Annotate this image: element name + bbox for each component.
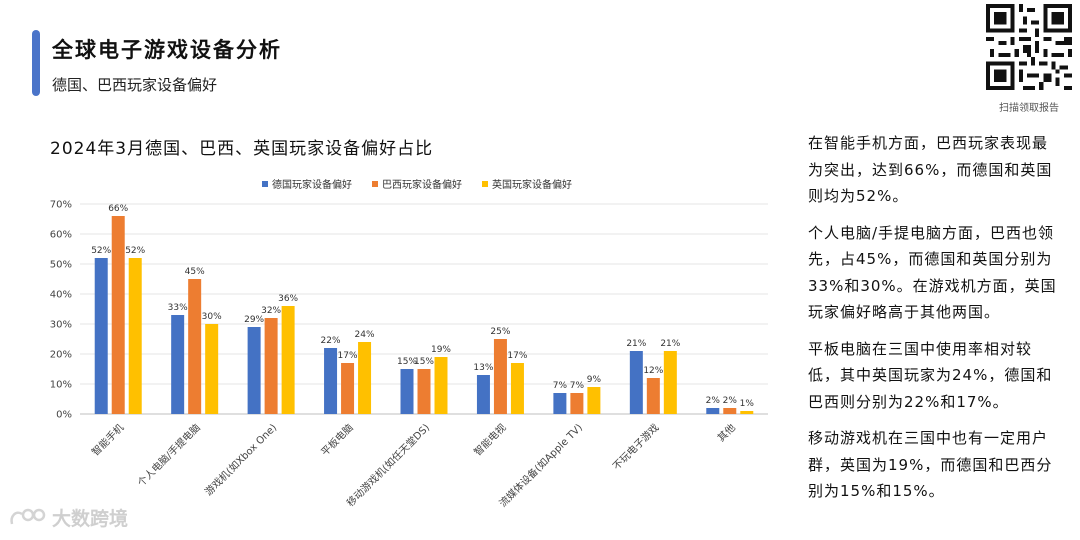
legend-item-uk: 英国玩家设备偏好: [482, 176, 572, 191]
legend-item-germany: 德国玩家设备偏好: [262, 176, 352, 191]
data-label: 17%: [507, 351, 527, 361]
bar: [358, 342, 372, 414]
bar: [400, 369, 414, 414]
data-label: 66%: [108, 204, 128, 214]
data-label: 52%: [91, 246, 111, 256]
analysis-paragraph-2: 个人电脑/手提电脑方面，巴西也领先，占45%，而德国和英国分别为33%和30%。…: [808, 223, 1057, 322]
x-tick-label: 平板电脑: [318, 421, 355, 458]
bar-chart: 0% 10% 20% 30% 40% 50% 60% 70% 52% 66% 52% 智能手机 33% 4…: [50, 200, 768, 510]
data-label: 2%: [723, 396, 738, 406]
data-label: 25%: [490, 327, 510, 337]
title-accent-bar: [32, 30, 40, 96]
legend-label-germany: 德国玩家设备偏好: [272, 180, 352, 191]
bar: [94, 258, 108, 414]
bar: [247, 327, 261, 414]
bar: [553, 393, 567, 414]
data-label: 7%: [553, 381, 568, 391]
legend-label-uk: 英国玩家设备偏好: [492, 180, 572, 191]
data-label: 9%: [587, 375, 602, 385]
y-tick-label: 70%: [50, 200, 72, 211]
bar: [740, 411, 754, 414]
chart-title: 2024年3月德国、巴西、英国玩家设备偏好占比: [50, 139, 434, 159]
bar: [570, 393, 584, 414]
y-tick-label: 10%: [50, 380, 72, 391]
y-tick-label: 60%: [50, 230, 72, 241]
x-tick-label: 不玩电子游戏: [610, 421, 662, 473]
legend-swatch-brazil: [372, 180, 378, 187]
x-tick-label: 个人电脑/手提电脑: [135, 421, 203, 489]
page-title: 全球电子游戏设备分析: [52, 38, 282, 62]
y-tick-label: 40%: [50, 290, 72, 301]
data-label: 15%: [397, 357, 417, 367]
x-tick-label: 游戏机(如Xbox One): [202, 421, 279, 498]
bar: [341, 363, 355, 414]
data-label: 17%: [338, 351, 358, 361]
bar: [264, 318, 278, 414]
analysis-paragraph-4: 移动游戏机在三国中也有一定用户群，英国为19%，而德国和巴西分别为15%和15%…: [808, 429, 1053, 500]
data-label: 30%: [202, 312, 222, 322]
bar: [629, 351, 643, 414]
data-label: 7%: [570, 381, 585, 391]
bar: [663, 351, 677, 414]
bar: [205, 324, 219, 414]
y-tick-label: 0%: [56, 410, 72, 421]
bar: [171, 315, 185, 414]
bar: [646, 378, 660, 414]
bar: [281, 306, 295, 414]
data-label: 21%: [626, 339, 646, 349]
analysis-paragraph-1: 在智能手机方面，巴西玩家表现最为突出，达到66%，而德国和英国则均为52%。: [808, 134, 1053, 205]
data-label: 21%: [660, 339, 680, 349]
y-tick-label: 50%: [50, 260, 72, 271]
legend-label-brazil: 巴西玩家设备偏好: [382, 180, 462, 191]
x-tick-label: 移动游戏机(如任天堂DS): [344, 421, 432, 509]
page-subtitle: 德国、巴西玩家设备偏好: [52, 76, 218, 94]
data-label: 33%: [168, 303, 188, 313]
analysis-text: 在智能手机方面，巴西玩家表现最为突出，达到66%，而德国和英国则均为52%。 个…: [808, 130, 1060, 515]
bar: [188, 279, 202, 414]
bar: [476, 375, 490, 414]
data-label: 29%: [244, 315, 264, 325]
bar: [417, 369, 431, 414]
analysis-paragraph-3: 平板电脑在三国中使用率相对较低，其中英国玩家为24%，德国和巴西则分别为22%和…: [808, 339, 1053, 411]
qr-code-icon[interactable]: [986, 4, 1072, 90]
watermark: 大数跨境: [8, 504, 128, 531]
data-label: 32%: [261, 306, 281, 316]
data-label: 13%: [473, 363, 493, 373]
x-tick-label: 流媒体设备(如Apple TV): [496, 421, 585, 510]
y-tick-label: 20%: [50, 350, 72, 361]
x-tick-label: 智能手机: [89, 421, 126, 458]
data-label: 36%: [278, 294, 298, 304]
legend-swatch-uk: [482, 180, 488, 187]
qr-label: 扫描领取报告: [999, 103, 1059, 114]
legend-item-brazil: 巴西玩家设备偏好: [372, 176, 462, 191]
data-label: 2%: [706, 396, 721, 406]
bar: [324, 348, 338, 414]
data-label: 22%: [321, 336, 341, 346]
data-label: 52%: [125, 246, 145, 256]
bar: [587, 387, 601, 414]
legend-swatch-germany: [262, 180, 268, 187]
bar: [493, 339, 507, 414]
bar: [510, 363, 524, 414]
watermark-text: 大数跨境: [52, 508, 129, 530]
x-tick-label: 其他: [715, 421, 738, 444]
bar: [128, 258, 142, 414]
data-label: 15%: [414, 357, 434, 367]
bar: [111, 216, 125, 414]
y-tick-label: 30%: [50, 320, 72, 331]
x-tick-label: 智能电视: [471, 421, 508, 458]
data-label: 45%: [185, 267, 205, 277]
bar: [434, 357, 448, 414]
data-label: 19%: [431, 345, 451, 355]
watermark-logo-icon: [10, 508, 46, 524]
data-label: 12%: [643, 366, 663, 376]
chart-legend: 德国玩家设备偏好 巴西玩家设备偏好 英国玩家设备偏好: [262, 176, 572, 191]
data-label: 1%: [740, 399, 755, 409]
bar: [723, 408, 737, 414]
bar: [706, 408, 720, 414]
data-label: 24%: [355, 330, 375, 340]
